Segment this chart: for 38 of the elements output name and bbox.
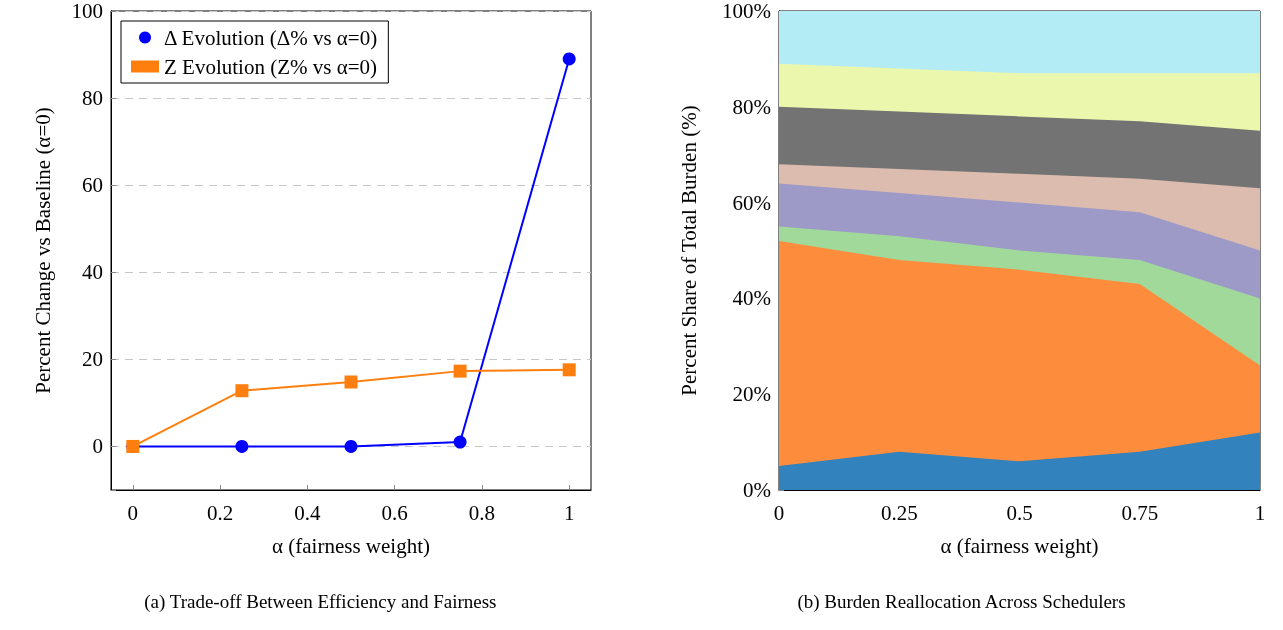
point (562, 363, 576, 377)
point (562, 52, 576, 66)
text: (b) Burden Reallocation Across Schedulers (797, 591, 1126, 613)
y-tick-label: 40% (732, 286, 771, 311)
x-tick-label: 1 (1254, 500, 1266, 525)
x-tick-label: 0.2 (206, 500, 234, 525)
x-tick-label: 0.4 (294, 500, 321, 525)
y-tick-label: 40 (82, 260, 103, 285)
text: (a) Trade-off Between Efficiency and Fairness (144, 591, 497, 613)
y-tick-label: 100 (71, 0, 103, 23)
y-tick-label: 80 (82, 86, 103, 111)
x-tick-label: 0.6 (381, 500, 408, 525)
point (235, 439, 249, 453)
y-tick-label: 20% (732, 382, 771, 407)
x-axis-title: α (fairness weight) (940, 533, 1099, 558)
y-tick-label: 0% (743, 478, 771, 502)
y-axis-title: Percent Change vs Baseline (α=0) (30, 107, 55, 394)
y-tick-label: 80% (732, 94, 771, 119)
point (344, 439, 358, 453)
point (453, 364, 467, 378)
x-tick-label: 1 (563, 500, 575, 525)
point (453, 435, 467, 449)
x-tick-label: 0.8 (468, 500, 496, 525)
y-tick-label: 100% (722, 0, 771, 23)
y-tick-label: 60% (732, 190, 771, 215)
y-tick-label: 0 (92, 434, 103, 459)
y-axis-title: Percent Share of Total Burden (%) (676, 105, 701, 396)
legend-label: Δ Evolution (Δ% vs α=0) (164, 25, 378, 50)
point (235, 384, 249, 398)
x-tick-label: 0.25 (880, 500, 918, 525)
y-tick-label: 20 (82, 347, 103, 372)
x-tick-label: 0.5 (1006, 500, 1033, 525)
legend-label: Z Evolution (Z% vs α=0) (164, 54, 377, 79)
x-tick-label: 0 (127, 500, 139, 525)
x-tick-label: 0.75 (1121, 500, 1159, 525)
x-axis-title: α (fairness weight) (272, 533, 430, 558)
point (344, 375, 358, 389)
y-tick-label: 60 (82, 173, 103, 198)
